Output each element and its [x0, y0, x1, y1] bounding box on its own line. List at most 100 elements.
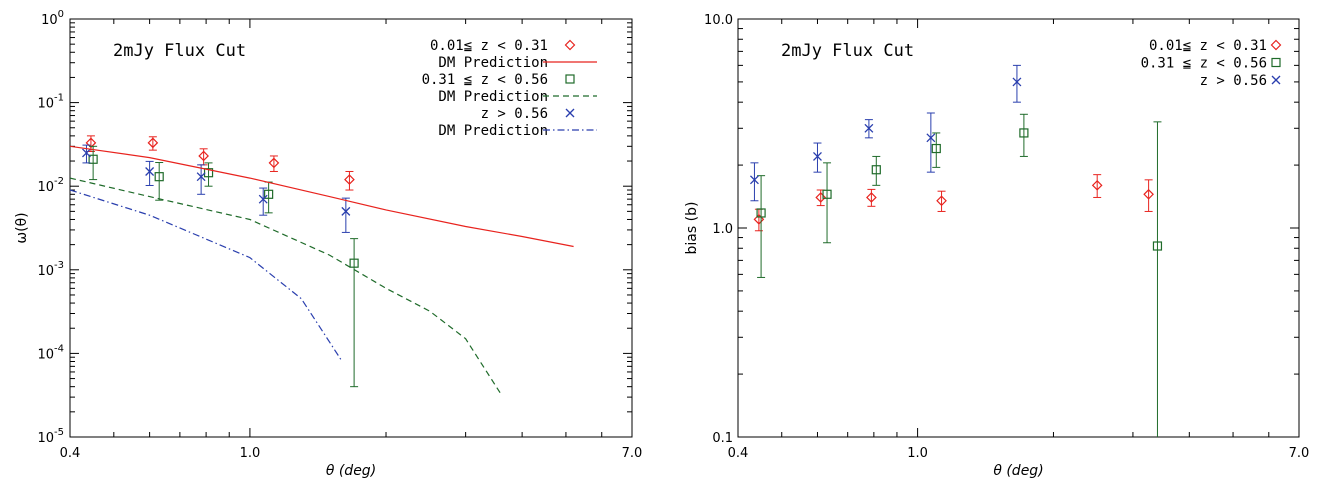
- legend-marker-s1: [1270, 39, 1282, 51]
- data-layer: [70, 135, 574, 396]
- data-point-s3: [82, 148, 91, 158]
- marker-stroke: [813, 151, 822, 161]
- marker-stroke: [1012, 77, 1022, 87]
- panel-title: 2mJy Flux Cut: [781, 41, 914, 61]
- data-point-s1: [147, 137, 159, 149]
- model-line-m3: [70, 189, 343, 362]
- legend-marker-s3: [565, 108, 575, 118]
- y-tick-base: 10: [37, 264, 54, 279]
- marker-stroke: [196, 172, 206, 182]
- x-axis-label: θ (deg): [326, 463, 376, 479]
- marker-stroke: [864, 123, 874, 133]
- data-point-s1: [866, 192, 877, 203]
- data-point-s1: [198, 150, 209, 162]
- y-axis-label: bias (b): [684, 202, 700, 255]
- data-layer: [749, 64, 1163, 437]
- x-tick-label: 1.0: [240, 446, 261, 461]
- data-point-s3: [813, 151, 822, 161]
- data-point-s2: [1152, 241, 1163, 251]
- data-point-s1: [1091, 179, 1103, 191]
- y-tick-base: 10: [37, 97, 54, 112]
- marker-stroke: [82, 148, 91, 158]
- x-tick-label: 7.0: [622, 446, 643, 461]
- y-tick-base: 10: [37, 347, 54, 362]
- legend-label: 0.01≦ z < 0.31: [430, 38, 548, 54]
- data-point-s1: [936, 195, 947, 207]
- legend-label: DM Prediction: [438, 55, 548, 71]
- y-tick-exp: -2: [54, 176, 64, 187]
- data-point-s3: [749, 175, 759, 185]
- x-tick-label: 0.4: [60, 446, 81, 461]
- data-point-s2: [822, 189, 832, 199]
- x-axis-label: θ (deg): [993, 463, 1043, 479]
- y-tick-label: 10-5: [37, 427, 64, 446]
- legend-marker-s2: [565, 74, 575, 84]
- data-point-s1: [815, 192, 827, 203]
- data-point-s3: [258, 194, 268, 204]
- y-tick-label: 0.1: [712, 431, 733, 446]
- y-tick-base: 10: [37, 180, 54, 195]
- marker-stroke: [258, 194, 268, 204]
- data-point-s3: [926, 133, 936, 143]
- panel-title: 2mJy Flux Cut: [113, 41, 246, 61]
- y-tick-label: 10-4: [37, 343, 64, 362]
- legend-marker-s1: [564, 39, 576, 51]
- y-tick-label: 1.0: [712, 222, 733, 237]
- y-tick-exp: 0: [58, 9, 64, 20]
- legend-marker-s2: [1271, 57, 1281, 68]
- data-point-s2: [1019, 128, 1029, 138]
- y-tick-base: 10: [37, 431, 54, 446]
- marker-stroke: [341, 206, 351, 216]
- y-tick-label: 10-3: [37, 260, 64, 279]
- marker-stroke: [565, 108, 575, 118]
- y-tick-label: 10.0: [704, 13, 733, 28]
- bias-panel: 0.4 1.0 7.0 10.0 1.0 0.1 θ (deg) bias (b) 2mJy F…: [684, 13, 1310, 479]
- y-tick-label: 10-1: [37, 93, 64, 112]
- marker-stroke: [1271, 75, 1281, 85]
- legend: 0.01≦ z < 0.31 0.31 ≦ z < 0.56z > 0.56: [1141, 38, 1282, 89]
- x-tick-label: 1.0: [907, 446, 928, 461]
- y-tick-label: 100: [41, 9, 64, 28]
- legend-label: z > 0.56: [481, 106, 548, 122]
- y-axis-label: ω(θ): [14, 212, 30, 243]
- x-tick-label: 7.0: [1289, 446, 1310, 461]
- model-line-m2: [70, 177, 502, 396]
- data-point-s2: [756, 208, 766, 218]
- marker-stroke: [749, 175, 759, 185]
- y-tick-base: 10: [41, 13, 58, 28]
- marker-stroke: [926, 133, 936, 143]
- data-point-s2: [88, 154, 98, 164]
- legend-label: 0.01≦ z < 0.31: [1149, 38, 1267, 54]
- data-point-s2: [154, 172, 164, 182]
- data-point-s2: [931, 143, 941, 154]
- y-tick-exp: -5: [54, 427, 64, 438]
- marker-stroke: [145, 167, 155, 176]
- data-point-s1: [85, 137, 97, 149]
- data-point-s3: [145, 167, 155, 176]
- legend-label: z > 0.56: [1200, 73, 1267, 89]
- data-point-s3: [196, 172, 206, 182]
- data-point-s2: [349, 258, 359, 268]
- data-point-s1: [753, 214, 765, 225]
- model-line-m1: [70, 145, 574, 248]
- data-point-s3: [864, 123, 874, 133]
- y-tick-label: 10-2: [37, 176, 64, 195]
- data-point-s1: [1143, 188, 1154, 200]
- y-tick-exp: -3: [54, 260, 64, 271]
- legend-label: DM Prediction: [438, 123, 548, 139]
- y-tick-exp: -1: [54, 93, 64, 104]
- legend-label: 0.31 ≦ z < 0.56: [1141, 56, 1267, 72]
- data-point-s1: [268, 157, 280, 169]
- data-point-s3: [341, 206, 351, 216]
- data-point-s3: [1012, 77, 1022, 87]
- data-point-s2: [871, 165, 881, 175]
- x-tick-label: 0.4: [728, 446, 749, 461]
- data-point-s2: [264, 189, 274, 199]
- y-tick-exp: -4: [54, 343, 64, 354]
- data-point-s1: [344, 174, 355, 185]
- legend-label: 0.31 ≦ z < 0.56: [422, 72, 548, 88]
- plot-frame: [69, 18, 633, 438]
